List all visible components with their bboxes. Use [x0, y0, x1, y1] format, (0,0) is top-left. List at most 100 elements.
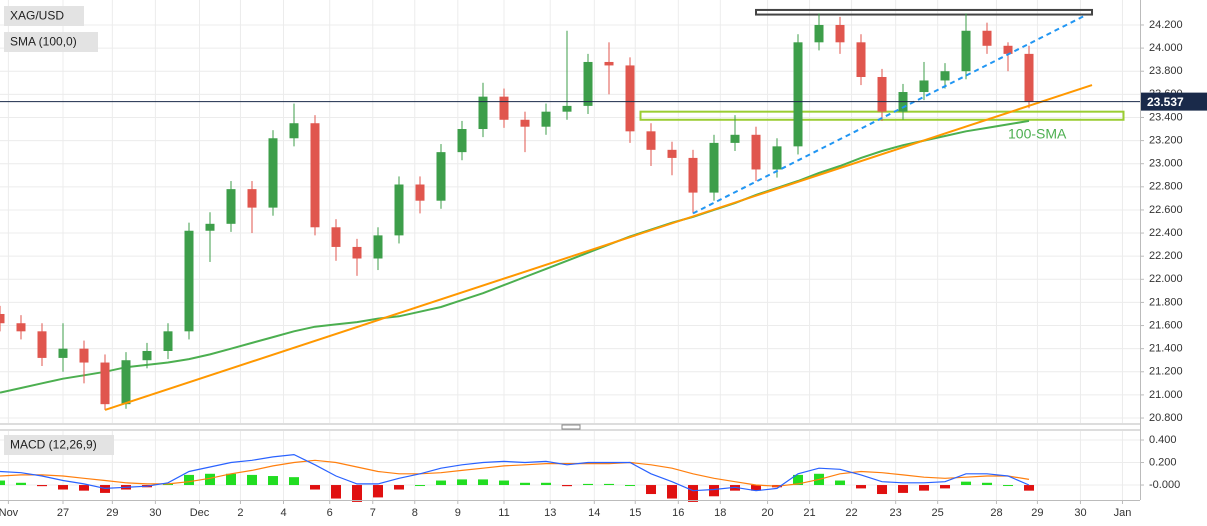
- overlay-layer: 20.800 21.000 21.200 21.400 21.600 21.800 22.0…: [0, 14, 1207, 519]
- histogram-bar: [793, 474, 804, 486]
- histogram-bar: [373, 485, 384, 498]
- candle-body: [310, 123, 320, 228]
- resize-handle[interactable]: [561, 424, 581, 430]
- x-tick-label: Dec: [190, 507, 210, 519]
- candle-body: [688, 157, 698, 193]
- candle-body: [37, 331, 47, 358]
- candle-body: [940, 71, 950, 81]
- candle-body: [121, 360, 131, 405]
- macd-line: [0, 453, 1030, 492]
- trendline: [692, 14, 1086, 215]
- candle-body: [583, 61, 593, 106]
- x-tick-label: 25: [932, 507, 944, 519]
- histogram-bar: [667, 485, 678, 499]
- histogram-bar: [919, 485, 930, 491]
- histogram-bar: [436, 480, 447, 486]
- x-tick-label: 13: [544, 507, 556, 519]
- candle-body: [667, 149, 677, 158]
- y-tick-label: 20.800: [1149, 412, 1183, 424]
- candle-body: [709, 142, 719, 193]
- x-tick-label: 14: [588, 507, 600, 519]
- last-price-box: [1141, 92, 1207, 111]
- candle-body: [730, 134, 740, 143]
- trendline: [104, 84, 1093, 411]
- candle-body: [1003, 45, 1013, 54]
- legend-macd: MACD (12,26,9): [10, 438, 97, 452]
- x-tick-label: 22: [845, 507, 857, 519]
- candle-body: [562, 105, 572, 112]
- histogram-bar: [835, 480, 846, 486]
- sma-label: 100-SMA: [1008, 126, 1067, 142]
- y-tick-label: 21.200: [1149, 366, 1183, 378]
- histogram-bar: [520, 482, 531, 486]
- candle-body: [772, 146, 782, 170]
- histogram-bar: [0, 480, 5, 486]
- legend-box: [4, 6, 84, 26]
- histogram-bar: [184, 474, 195, 486]
- candle-body: [499, 96, 509, 120]
- x-tick-label: 30: [149, 507, 161, 519]
- histogram-bar: [688, 485, 699, 502]
- candle-body: [835, 24, 845, 43]
- candle-body: [961, 30, 971, 72]
- candle-body: [919, 80, 929, 93]
- histogram-bar: [1024, 485, 1035, 491]
- histogram-bar: [331, 485, 342, 499]
- y-tick-label: 23.200: [1149, 134, 1183, 146]
- histogram-bar: [268, 476, 279, 486]
- candle-body: [856, 42, 866, 77]
- histogram-bar: [940, 485, 951, 489]
- histogram-bar: [289, 477, 300, 486]
- y-tick-label: 22.600: [1149, 204, 1183, 216]
- candle-body: [415, 184, 425, 201]
- x-tick-label: 15: [629, 507, 641, 519]
- x-tick-label: 21: [803, 507, 815, 519]
- y-tick-label: 21.800: [1149, 296, 1183, 308]
- histogram-bar: [541, 482, 552, 486]
- x-tick-label: 11: [498, 507, 509, 519]
- histogram-bar: [709, 485, 720, 497]
- y-tick-label: 0.400: [1149, 434, 1177, 446]
- candle-body: [100, 362, 110, 405]
- histogram-bar: [751, 485, 762, 491]
- candle-body: [247, 189, 257, 208]
- histogram-bar: [247, 474, 258, 486]
- candle-body: [877, 76, 887, 112]
- histogram-bar: [457, 479, 468, 486]
- histogram-bar: [58, 485, 69, 490]
- x-tick-label: 2: [237, 507, 243, 519]
- histogram-bar: [625, 485, 636, 487]
- histogram-bar: [205, 473, 216, 486]
- y-tick-label: 22.200: [1149, 250, 1183, 262]
- histogram-bar: [583, 483, 594, 486]
- candle-body: [1024, 53, 1034, 102]
- histogram-bar: [646, 485, 657, 495]
- signal-line: [0, 459, 1030, 487]
- x-tick-label: 29: [1031, 507, 1043, 519]
- legend-box: [4, 32, 98, 52]
- candle-body: [478, 96, 488, 130]
- x-tick-label: Jan: [1114, 507, 1132, 519]
- x-tick-label: 20: [761, 507, 773, 519]
- candle-body: [751, 134, 761, 170]
- y-tick-label: 22.000: [1149, 273, 1183, 285]
- x-tick-label: 29: [106, 507, 118, 519]
- candle-body: [16, 323, 26, 332]
- candle-body: [268, 138, 278, 208]
- histogram-bar: [499, 480, 510, 486]
- candle-body: [163, 331, 173, 351]
- histogram-bar: [1003, 485, 1014, 487]
- candle-body: [982, 30, 992, 46]
- candle-body: [793, 42, 803, 147]
- x-tick-label: 9: [455, 507, 461, 519]
- x-tick-label: 8: [412, 507, 418, 519]
- x-tick-label: Nov: [0, 507, 19, 519]
- candle-body: [205, 223, 215, 231]
- last-price-label: 23.537: [1147, 95, 1184, 109]
- histogram-bar: [898, 485, 909, 493]
- candle-body: [394, 184, 404, 236]
- candle-body: [646, 131, 656, 150]
- histogram-bar: [16, 482, 27, 486]
- histogram-bar: [310, 485, 321, 490]
